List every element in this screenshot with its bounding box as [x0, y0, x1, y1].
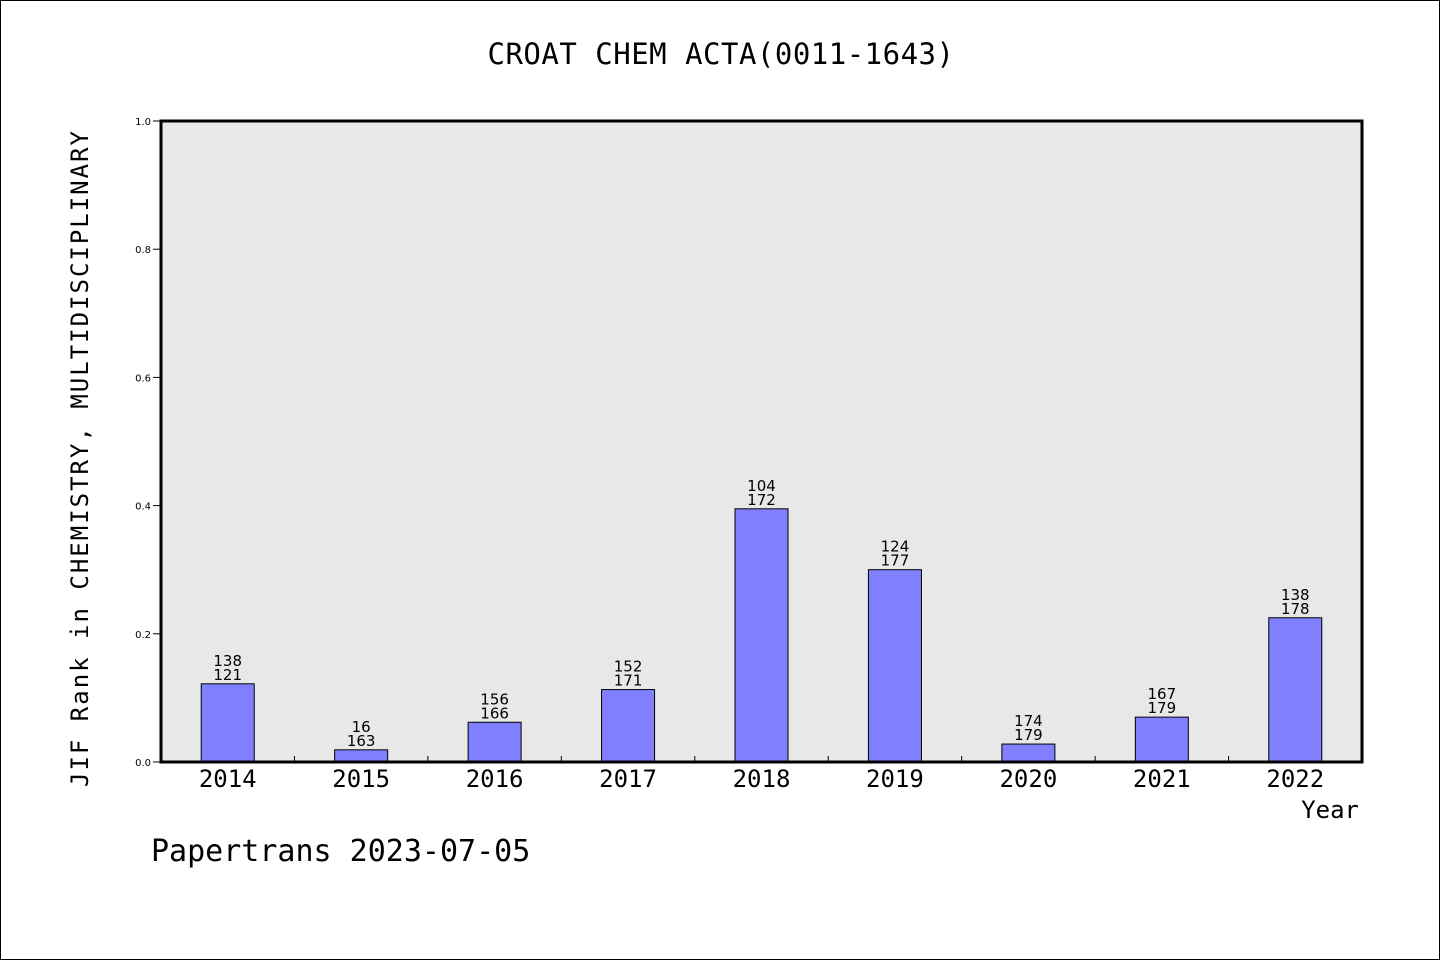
- bar: [467, 721, 522, 763]
- y-tick-label: 0.0: [135, 758, 151, 769]
- x-axis-label: Year: [1301, 796, 1359, 824]
- x-tick-label: 2018: [733, 765, 791, 793]
- bar: [601, 689, 656, 763]
- bar-label-bottom: 166: [480, 704, 509, 722]
- y-tick-label: 0.4: [135, 502, 151, 513]
- x-tick-label: 2022: [1266, 765, 1324, 793]
- bar-label-top: 174: [1014, 712, 1043, 730]
- x-tick-label: 2019: [866, 765, 924, 793]
- footer-note: Papertrans 2023-07-05: [151, 834, 531, 869]
- x-tick-label: 2015: [332, 765, 390, 793]
- y-tick-label: 0.8: [135, 245, 151, 256]
- bar-label-bottom: 179: [1014, 726, 1043, 744]
- bar-label-top: 104: [747, 477, 776, 495]
- bar-label-bottom: 163: [347, 732, 376, 750]
- bar-label-bottom: 178: [1281, 600, 1310, 618]
- bar-label-top: 138: [213, 652, 242, 670]
- bar-label-top: 152: [614, 658, 643, 676]
- bar-label-bottom: 121: [213, 666, 242, 684]
- x-tick-label: 2020: [999, 765, 1057, 793]
- y-tick-label: 1.0: [135, 117, 151, 128]
- x-tick-label: 2016: [466, 765, 524, 793]
- bar-label-bottom: 171: [614, 672, 643, 690]
- y-tick-label: 0.6: [135, 373, 151, 384]
- x-tick-label: 2021: [1133, 765, 1191, 793]
- bar: [1001, 743, 1056, 763]
- bar-label-top: 124: [881, 538, 910, 556]
- bar-label-top: 156: [480, 690, 509, 708]
- y-tick-label: 0.2: [135, 630, 151, 641]
- bar-label-top: 167: [1148, 685, 1177, 703]
- bar: [1134, 716, 1189, 763]
- x-tick-label: 2017: [599, 765, 657, 793]
- bar-label-top: 138: [1281, 586, 1310, 604]
- bar-label-bottom: 179: [1148, 699, 1177, 717]
- bar: [1268, 617, 1323, 763]
- bar: [200, 683, 255, 763]
- bar: [867, 569, 922, 763]
- bar-label-bottom: 172: [747, 491, 776, 509]
- bar: [334, 749, 389, 763]
- chart-title: CROAT CHEM ACTA(0011-1643): [487, 37, 955, 71]
- bar-label-bottom: 177: [881, 552, 910, 570]
- bar-label-top: 16: [352, 718, 371, 736]
- bar: [734, 508, 789, 763]
- x-tick-label: 2014: [199, 765, 257, 793]
- plot-frame: [159, 119, 1364, 764]
